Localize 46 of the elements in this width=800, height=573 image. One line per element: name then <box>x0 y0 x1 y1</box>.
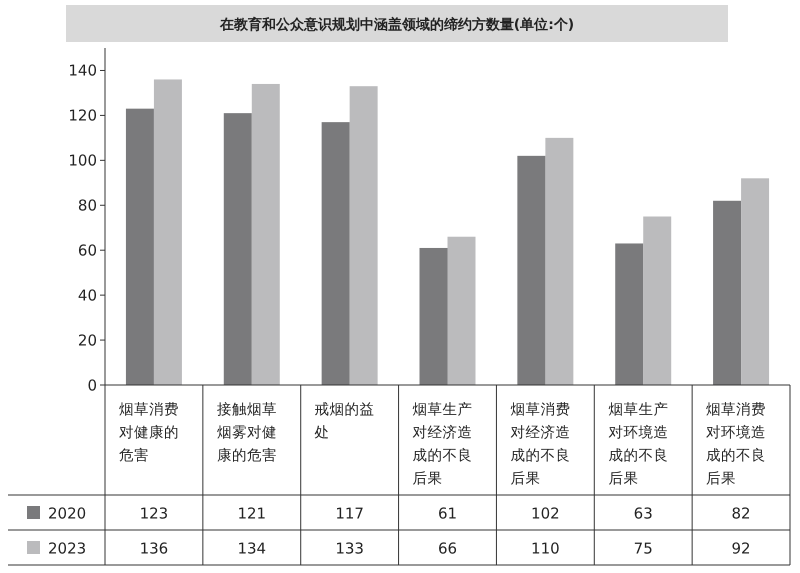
data-label: 92 <box>732 539 751 558</box>
bar <box>322 122 350 385</box>
bar <box>643 216 672 385</box>
data-label: 82 <box>732 504 751 522</box>
data-label: 123 <box>140 504 168 522</box>
bar <box>126 108 154 385</box>
bar <box>517 156 546 385</box>
x-tick-label: 烟草消费对环境造成的不良后果 <box>706 401 766 487</box>
y-tick-label: 120 <box>68 106 97 125</box>
y-tick-label: 40 <box>78 286 97 304</box>
bar <box>615 243 644 385</box>
bar <box>252 84 280 385</box>
bar <box>545 138 574 385</box>
data-label: 63 <box>634 504 653 522</box>
data-label: 66 <box>438 539 458 558</box>
chart-title: 在教育和公众意识规划中涵盖领域的缔约方数量(单位:个) <box>218 16 574 33</box>
y-tick-label: 20 <box>78 331 97 350</box>
bar <box>224 113 252 385</box>
data-label: 75 <box>634 539 653 558</box>
data-label: 117 <box>335 504 364 522</box>
legend-label: 2023 <box>48 539 86 558</box>
y-tick-label: 0 <box>87 376 97 394</box>
x-tick-label: 戒烟的益处 <box>314 401 375 441</box>
bar <box>713 200 742 385</box>
y-tick-label: 60 <box>78 241 97 260</box>
bar <box>420 248 448 385</box>
data-label: 61 <box>438 504 458 522</box>
bar <box>741 178 770 385</box>
data-label: 136 <box>140 539 168 558</box>
x-tick-label: 接触烟草烟雾对健康的危害 <box>216 401 277 464</box>
x-tick-label: 烟草消费对健康的危害 <box>119 401 179 464</box>
x-tick-label: 烟草消费对经济造成的不良后果 <box>510 401 570 487</box>
bar <box>448 236 476 385</box>
bar <box>350 86 378 385</box>
legend-label: 2020 <box>48 504 86 522</box>
data-label: 134 <box>237 539 266 558</box>
y-tick-label: 140 <box>68 62 97 80</box>
data-label: 121 <box>237 504 266 522</box>
x-tick-label: 烟草生产对环境造成的不良后果 <box>608 401 668 487</box>
y-tick-label: 100 <box>68 152 97 170</box>
y-tick-label: 80 <box>78 196 97 215</box>
data-label: 102 <box>531 504 560 522</box>
data-label: 133 <box>335 539 364 558</box>
x-tick-label: 烟草生产对经济造成的不良后果 <box>412 401 473 487</box>
bar <box>154 79 182 385</box>
data-label: 110 <box>531 539 560 558</box>
